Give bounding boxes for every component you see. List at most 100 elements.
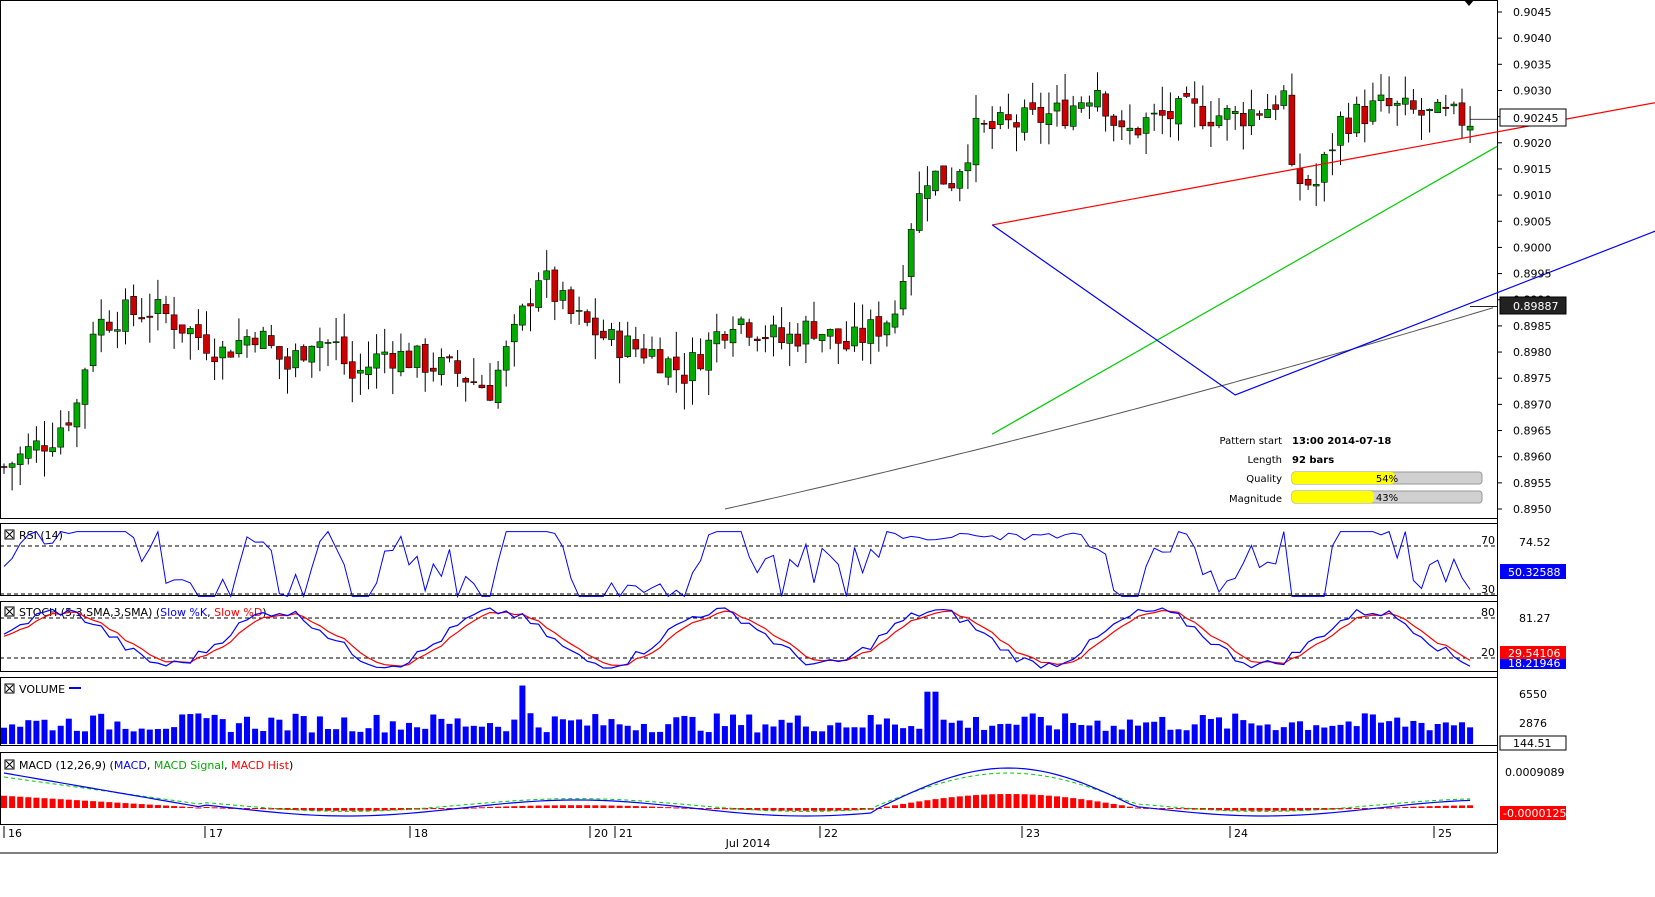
price-tick-label: 0.9000 <box>1513 241 1552 254</box>
signal-legend: MACD Signal <box>154 759 224 772</box>
macd-hist-bar <box>1143 807 1150 809</box>
volume-bar <box>203 718 210 744</box>
candle <box>608 322 615 346</box>
price-tick-label: 0.8950 <box>1513 503 1552 516</box>
candle <box>251 332 259 353</box>
volume-bar <box>1183 730 1190 744</box>
moving-average-line <box>724 307 1494 510</box>
candle <box>1110 114 1117 142</box>
volume-bar <box>527 713 534 744</box>
volume-bar <box>146 729 153 744</box>
magnitude-value: 43% <box>1376 493 1398 504</box>
candle <box>1150 103 1158 131</box>
macd-title: MACD (12,26,9) <box>19 759 106 772</box>
macd-hist-bar <box>632 806 639 808</box>
candle <box>1191 81 1198 128</box>
volume-bar <box>438 718 445 744</box>
candle <box>1094 72 1101 112</box>
volume-bar <box>1450 725 1457 744</box>
volume-bar <box>883 718 890 744</box>
volume-bar <box>1329 725 1336 744</box>
candle <box>381 328 389 374</box>
volume-bar <box>325 728 331 744</box>
candle <box>1167 92 1174 138</box>
volume-bar <box>90 715 97 744</box>
candle <box>1458 88 1466 139</box>
macd-hist-bar <box>900 803 907 808</box>
rsi-level-70: 70 <box>1481 534 1495 547</box>
volume-bar <box>73 730 80 744</box>
magnitude-label: Magnitude <box>1229 494 1282 505</box>
macd-hist-bar <box>179 806 186 808</box>
time-tick-label: 22 <box>824 827 838 840</box>
macd-hist-bar <box>33 797 40 808</box>
price-tick-label: 0.8970 <box>1513 398 1552 411</box>
macd-hist-bar <box>673 807 680 809</box>
macd-hist-bar <box>1467 805 1474 808</box>
macd-hist-bar <box>49 798 56 808</box>
volume-bar <box>406 722 412 744</box>
macd-hist-bar <box>1248 808 1255 811</box>
macd-hist-bar <box>1434 805 1441 808</box>
candle <box>624 321 632 358</box>
macd-hist-bar <box>989 794 996 808</box>
length-value: 92 bars <box>1292 455 1334 466</box>
macd-hist-bar <box>171 806 178 808</box>
volume-bar <box>657 731 664 744</box>
candle <box>583 309 591 327</box>
macd-hist-bar <box>1402 806 1409 808</box>
macd-hist-bar <box>195 807 202 809</box>
volume-bar <box>551 716 558 744</box>
rsi-top-value: 74.52 <box>1519 536 1551 549</box>
macd-header: MACD (12,26,9) (MACD, MACD Signal, MACD … <box>4 759 293 772</box>
macd-hist-bar <box>203 807 210 809</box>
macd-hist-bar <box>381 808 388 811</box>
macd-hist-bar <box>559 805 566 808</box>
volume-bar <box>721 726 728 744</box>
candle <box>737 316 745 334</box>
candle <box>883 320 891 347</box>
candle <box>1175 95 1182 141</box>
candle <box>648 336 656 359</box>
macd-hist-bar <box>227 807 234 809</box>
volume-bar <box>859 727 866 744</box>
volume-bar <box>1021 716 1028 744</box>
candle <box>373 334 380 389</box>
svg-text:0.90245: 0.90245 <box>1513 112 1559 125</box>
candle <box>802 315 810 364</box>
macd-hist-bar <box>17 796 24 808</box>
candle <box>1345 102 1352 143</box>
macd-hist-bar <box>1337 808 1344 810</box>
macd-last-label: -0.0000125 <box>1500 806 1566 820</box>
svg-text:0.89887: 0.89887 <box>1513 300 1559 313</box>
macd-hist-bar <box>341 808 348 811</box>
volume-bar <box>397 729 404 744</box>
candle <box>438 348 445 386</box>
stoch-k-legend: Slow %K <box>160 606 208 619</box>
candle <box>413 345 421 378</box>
volume-bar <box>1459 722 1465 744</box>
quality-value: 54% <box>1376 474 1398 485</box>
volume-bar <box>948 722 955 744</box>
candle <box>713 313 721 363</box>
candle <box>672 331 680 393</box>
volume-bar <box>576 719 583 744</box>
macd-hist-bar <box>705 808 712 809</box>
candle <box>1321 151 1328 202</box>
volume-bar <box>244 716 250 744</box>
macd-hist-bar <box>130 803 137 808</box>
candle <box>1248 89 1255 135</box>
volume-bar <box>349 731 356 744</box>
macd-hist-bar <box>252 808 259 809</box>
candle <box>1231 105 1239 130</box>
volume-bar <box>1167 729 1174 744</box>
candle <box>1288 73 1296 167</box>
macd-line <box>3 767 1471 817</box>
volume-bar <box>1280 727 1287 744</box>
macd-hist-bar <box>1216 808 1222 811</box>
macd-hist-bar <box>1118 805 1125 808</box>
macd-hist-bar <box>786 808 793 811</box>
macd-hist-bar <box>1329 808 1336 810</box>
volume-bar <box>535 727 542 744</box>
volume-bar <box>632 730 639 744</box>
